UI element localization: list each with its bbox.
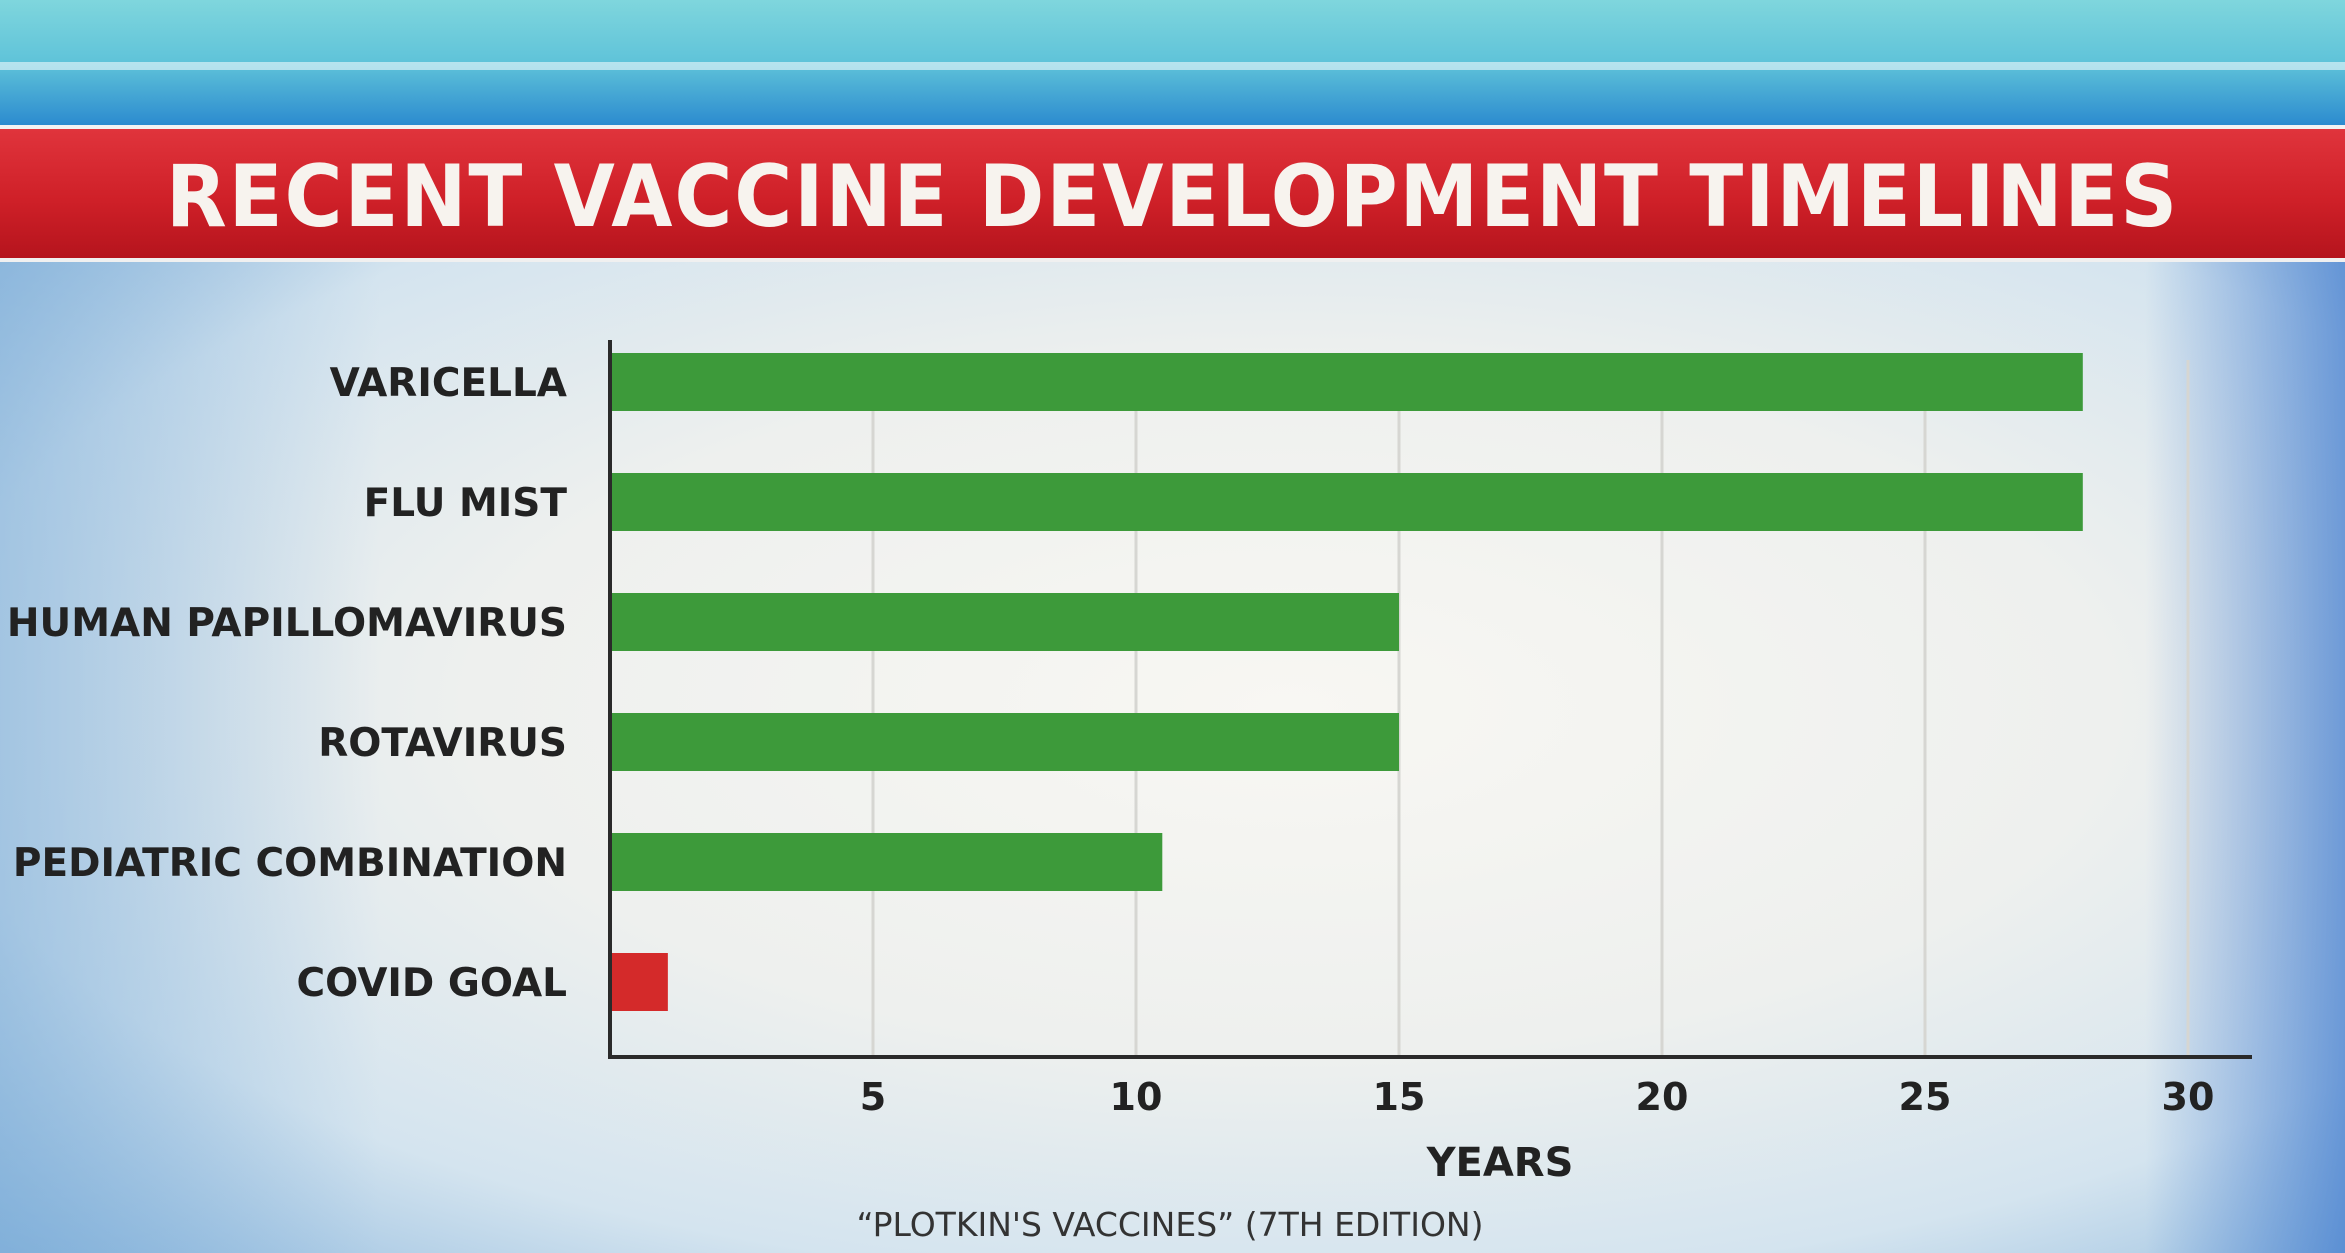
category-label: HUMAN PAPILLOMAVIRUS xyxy=(7,601,567,646)
top-stripe xyxy=(0,62,2345,70)
category-label: ROTAVIRUS xyxy=(318,721,567,766)
source-note: “PLOTKIN'S VACCINES” (7TH EDITION) xyxy=(857,1205,1484,1244)
x-tick-label: 25 xyxy=(1899,1075,1952,1119)
x-tick-label: 5 xyxy=(860,1075,886,1119)
bar xyxy=(612,713,1399,771)
chart-title: RECENT VACCINE DEVELOPMENT TIMELINES xyxy=(165,147,2180,247)
bar xyxy=(612,833,1163,891)
panel-edge-left xyxy=(0,262,380,1253)
panel-edge-right xyxy=(2145,262,2345,1253)
category-label: PEDIATRIC COMBINATION xyxy=(13,841,567,886)
category-label: COVID GOAL xyxy=(296,961,567,1006)
category-label: FLU MIST xyxy=(364,481,568,526)
x-tick-label: 10 xyxy=(1110,1075,1163,1119)
bar xyxy=(612,953,668,1011)
category-label: VARICELLA xyxy=(330,361,567,406)
axes xyxy=(608,340,2252,1059)
x-tick-label: 30 xyxy=(2162,1075,2215,1119)
x-axis-title: YEARS xyxy=(1426,1140,1574,1186)
title-bar: RECENT VACCINE DEVELOPMENT TIMELINES xyxy=(0,125,2345,262)
category-labels: VARICELLA FLU MIST HUMAN PAPILLOMAVIRUS ROT… xyxy=(7,361,567,1006)
x-tick-label: 20 xyxy=(1636,1075,1689,1119)
bar xyxy=(612,593,1399,651)
gridlines xyxy=(871,360,2190,1057)
x-tick-label: 15 xyxy=(1373,1075,1426,1119)
bar xyxy=(612,353,2083,411)
bars xyxy=(612,353,2083,1011)
tick-labels: 5 10 15 20 25 30 xyxy=(860,1075,2215,1119)
bar xyxy=(612,473,2083,531)
